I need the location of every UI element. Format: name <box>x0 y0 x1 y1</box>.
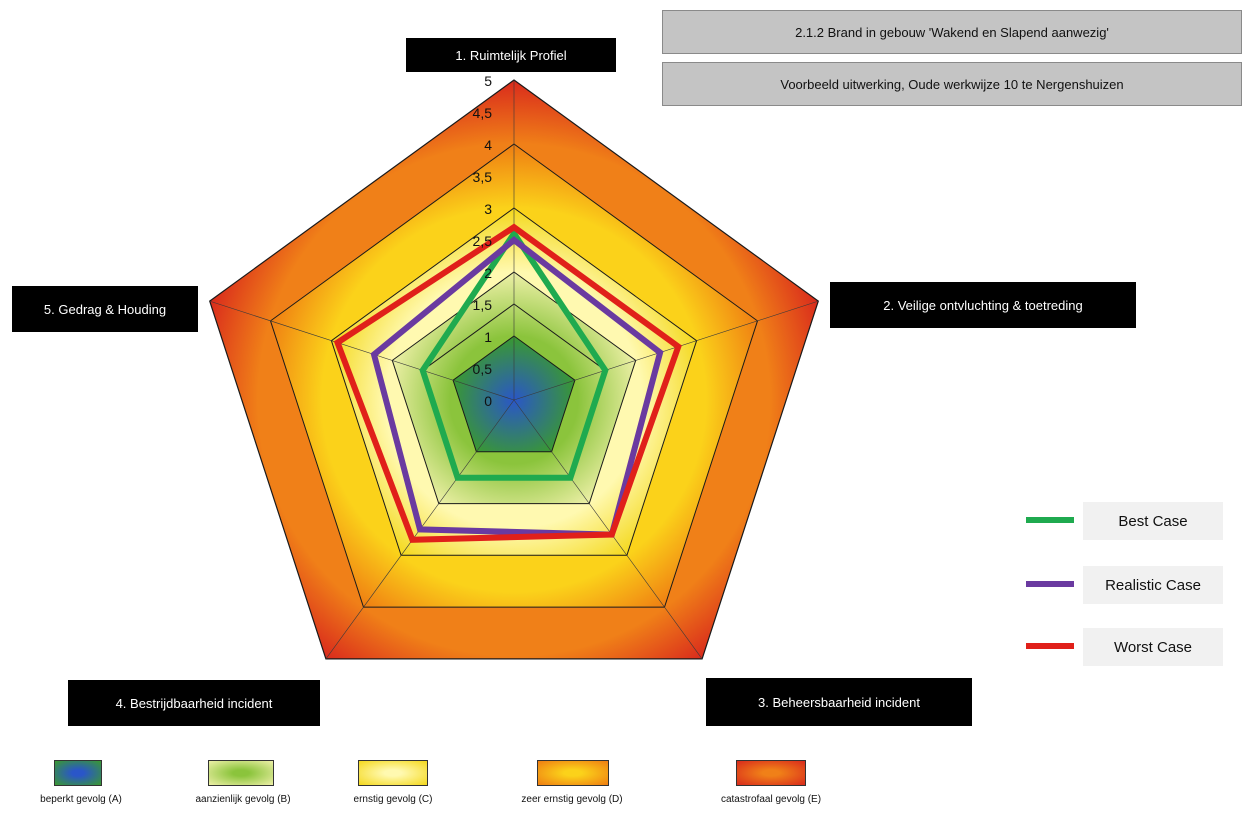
grid-ring-2 <box>391 271 637 505</box>
grid-spoke-4 <box>209 300 515 401</box>
tick-label: 2 <box>484 265 492 281</box>
legend-line-worst-case <box>1026 643 1074 649</box>
severity-legend-c: ernstig gevolg (C) <box>298 760 488 814</box>
tick-label: 0,5 <box>473 361 493 377</box>
grid-ring-4 <box>269 143 759 608</box>
tick-label: 5 <box>484 73 492 89</box>
legend-label-best-case: Best Case <box>1083 502 1223 540</box>
severity-label-b: aanzienlijk gevolg (B) <box>195 794 291 805</box>
grid-ring-5 <box>208 79 820 660</box>
severity-legend-e: catastrofaal gevolg (E) <box>676 760 866 814</box>
severity-swatch-a <box>54 760 102 786</box>
legend-item-best-case: Best Case <box>1026 502 1226 540</box>
chart-title: 2.1.2 Brand in gebouw 'Wakend en Slapend… <box>662 10 1242 54</box>
severity-swatch-b <box>208 760 274 786</box>
legend-line-best-case <box>1026 517 1074 523</box>
legend-item-worst-case: Worst Case <box>1026 628 1226 666</box>
severity-legend-a: beperkt gevolg (A) <box>0 760 176 814</box>
radial-tick-labels: 0 0,5 1 1,5 2 2,5 3 3,5 4 4,5 5 <box>473 73 493 409</box>
legend-line-realistic-case <box>1026 581 1074 587</box>
tick-label: 3 <box>484 201 492 217</box>
series-lines <box>333 223 682 543</box>
axis-label-ruimtelijk-profiel: 1. Ruimtelijk Profiel <box>406 38 616 72</box>
series-line-1 <box>370 236 664 538</box>
series-line-0 <box>419 228 609 481</box>
tick-label: 4,5 <box>473 105 493 121</box>
radar-grid <box>208 79 820 660</box>
tick-label: 2,5 <box>473 233 493 249</box>
grid-spoke-1 <box>513 300 819 401</box>
severity-swatch-c <box>358 760 428 786</box>
axis-label-veilige-ontvluchting: 2. Veilige ontvluchting & toetreding <box>830 282 1136 328</box>
severity-swatch-d <box>537 760 609 786</box>
tick-label: 1 <box>484 329 492 345</box>
tick-label: 1,5 <box>473 297 493 313</box>
grid-ring-0 <box>452 335 576 453</box>
series-line-2 <box>333 223 682 543</box>
severity-legend-b: aanzienlijk gevolg (B) <box>148 760 338 814</box>
severity-legend-d: zeer ernstig gevolg (D) <box>477 760 667 814</box>
legend-label-realistic-case: Realistic Case <box>1083 566 1223 604</box>
severity-swatch-e <box>736 760 806 786</box>
grid-spoke-2 <box>513 399 703 660</box>
severity-label-d: zeer ernstig gevolg (D) <box>521 794 623 805</box>
tick-label: 3,5 <box>473 169 493 185</box>
legend-item-realistic-case: Realistic Case <box>1026 566 1226 604</box>
severity-label-c: ernstig gevolg (C) <box>353 794 433 805</box>
severity-label-e: catastrofaal gevolg (E) <box>720 794 822 805</box>
tick-label: 4 <box>484 137 492 153</box>
axis-label-bestrijdbaarheid: 4. Bestrijdbaarheid incident <box>68 680 320 726</box>
severity-label-a: beperkt gevolg (A) <box>40 794 122 805</box>
axis-label-gedrag-houding: 5. Gedrag & Houding <box>12 286 198 332</box>
chart-subtitle: Voorbeeld uitwerking, Oude werkwijze 10 … <box>662 62 1242 106</box>
grid-ring-3 <box>330 207 698 556</box>
tick-label: 0 <box>484 393 492 409</box>
legend-label-worst-case: Worst Case <box>1083 628 1223 666</box>
axis-label-beheersbaarheid: 3. Beheersbaarheid incident <box>706 678 972 726</box>
